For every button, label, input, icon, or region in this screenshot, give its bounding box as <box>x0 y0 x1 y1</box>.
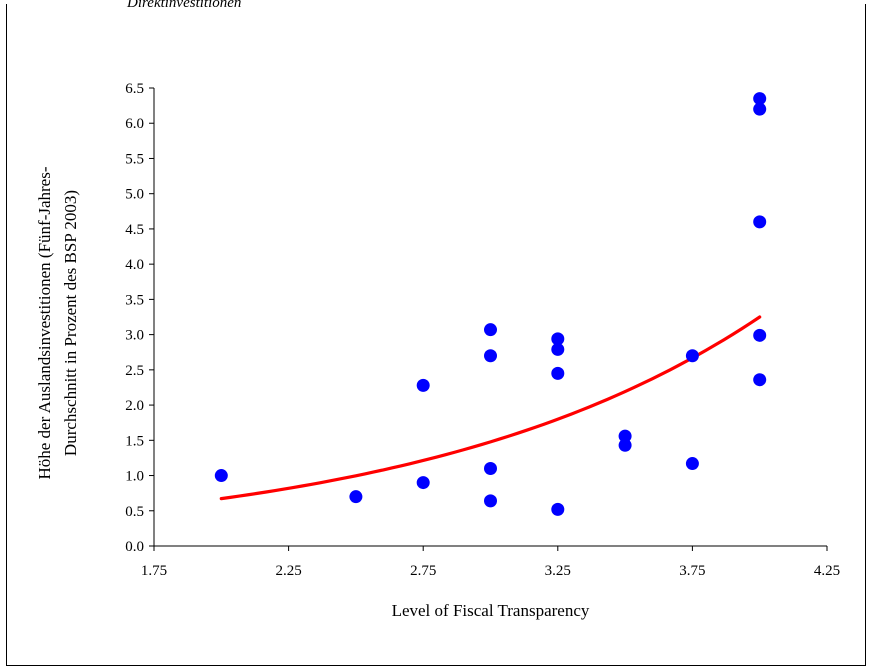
x-tick-label: 4.25 <box>814 563 840 579</box>
x-axis-title: Level of Fiscal Transparency <box>392 601 590 620</box>
y-axis-title-line: Durchschnitt in Prozent des BSP 2003) <box>61 190 80 456</box>
trendline <box>219 315 762 501</box>
data-point <box>349 490 363 504</box>
y-tick-label: 2.0 <box>125 398 144 414</box>
y-tick-label: 5.0 <box>125 187 144 203</box>
data-point <box>685 457 699 471</box>
x-tick-label: 2.75 <box>410 563 436 579</box>
data-point <box>416 476 430 490</box>
data-point <box>753 92 767 106</box>
x-tick-label: 3.75 <box>679 563 705 579</box>
y-tick-label: 5.5 <box>125 151 144 167</box>
x-tick-label: 1.75 <box>141 563 167 579</box>
y-tick-label: 4.0 <box>125 257 144 273</box>
y-tick-label: 4.5 <box>125 222 144 238</box>
points-layer <box>214 92 767 516</box>
y-axis-title-line: Höhe der Auslandsinvestitionen (Fünf-Jah… <box>35 166 54 479</box>
y-tick-label: 0.0 <box>125 539 144 555</box>
scatter-chart: 0.0 0.5 1.0 1.5 2.0 2.5 3.0 3.5 4.0 4.5 5.0 5.5 6.0 6… <box>35 81 840 620</box>
data-point <box>416 378 430 392</box>
data-point <box>753 328 767 342</box>
data-point <box>753 215 767 229</box>
y-tick-label: 6.0 <box>125 116 144 132</box>
y-tick-label: 1.5 <box>125 433 144 449</box>
data-point <box>484 494 497 508</box>
data-point <box>214 469 228 483</box>
axes <box>149 87 828 551</box>
data-point <box>753 373 767 387</box>
y-tick-label: 6.5 <box>125 81 144 97</box>
data-point <box>618 438 632 452</box>
y-tick-label: 3.0 <box>125 328 144 344</box>
data-point <box>618 429 632 443</box>
y-tick-label: 0.5 <box>125 504 144 520</box>
data-point <box>753 102 767 116</box>
y-tick-label: 3.5 <box>125 292 144 308</box>
y-tick-label: 1.0 <box>125 469 144 485</box>
data-point <box>551 332 565 346</box>
x-tick-label: 2.25 <box>275 563 301 579</box>
top-caption: Direktinvestitionen <box>127 0 242 11</box>
data-point <box>551 502 565 516</box>
data-point <box>551 366 565 380</box>
data-point <box>484 349 497 363</box>
data-point <box>685 349 699 363</box>
data-point <box>484 323 497 337</box>
data-point <box>484 461 497 475</box>
labels-layer: 0.0 0.5 1.0 1.5 2.0 2.5 3.0 3.5 4.0 4.5 5.0 5.5 6.0 6… <box>35 81 840 620</box>
data-point <box>551 342 565 356</box>
trendline-layer <box>219 315 762 501</box>
y-tick-label: 2.5 <box>125 363 144 379</box>
x-tick-label: 3.25 <box>545 563 571 579</box>
chart-frame: Direktinvestitionen 0.0 0.5 1.0 1.5 2.0 2.5 3.… <box>6 0 866 666</box>
